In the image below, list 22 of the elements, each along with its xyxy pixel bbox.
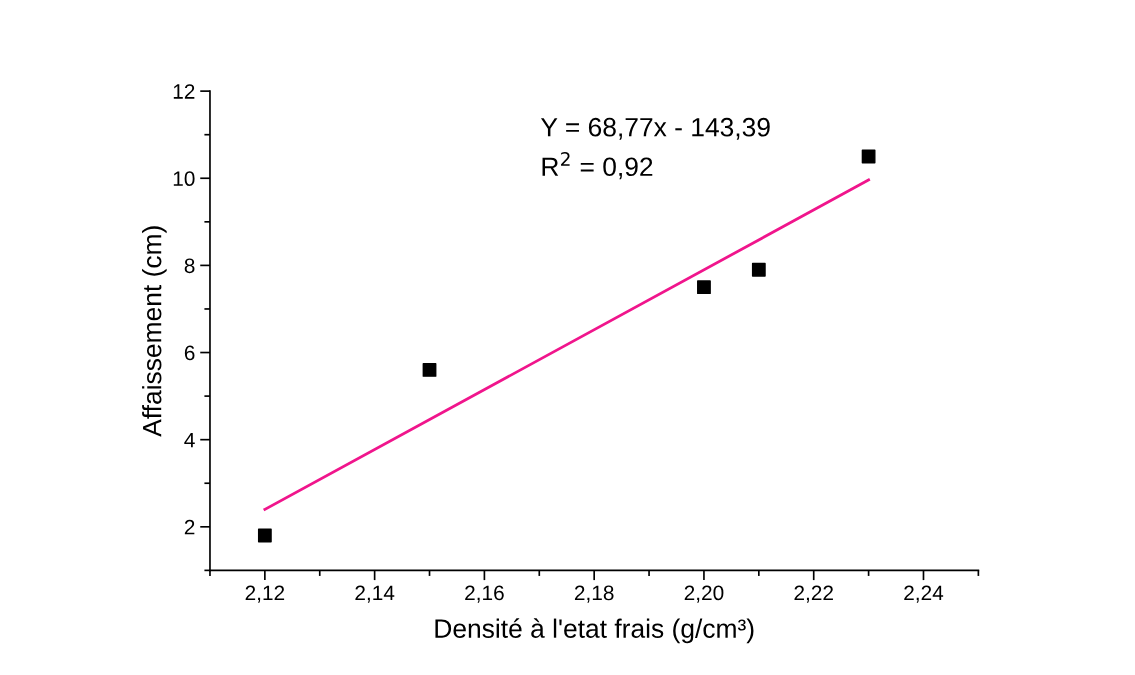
x-tick-label: 2,24 — [904, 585, 944, 603]
x-tick-label: 2,22 — [794, 585, 833, 603]
y-tick-label: 10 — [173, 171, 195, 187]
y-tick-label: 12 — [173, 84, 195, 99]
x-tick-label: 2,16 — [465, 585, 504, 603]
y-tick-label: 8 — [184, 258, 195, 274]
point — [697, 280, 711, 295]
y-tick-label: 4 — [184, 432, 195, 448]
annotation: R$^{2}$ = 0,92 — [542, 152, 653, 180]
y-tick-label: 2 — [184, 519, 195, 535]
x-tick-label: 2,12 — [245, 585, 285, 603]
point — [861, 149, 876, 164]
y-tick-label: 6 — [184, 345, 195, 361]
x-tick-label: 2,18 — [574, 585, 614, 603]
point — [422, 363, 437, 377]
x-axis-title: Densité à l'etat frais (g/cm³) — [435, 618, 754, 644]
y-axis-title: Affaissement (cm) — [142, 226, 167, 437]
point — [751, 262, 766, 277]
point — [257, 528, 272, 543]
annotation: Y = 68,77x - 143,39 — [540, 117, 770, 140]
x-tick-label: 2,14 — [355, 585, 395, 603]
x-tick-label: 2,20 — [684, 585, 724, 603]
